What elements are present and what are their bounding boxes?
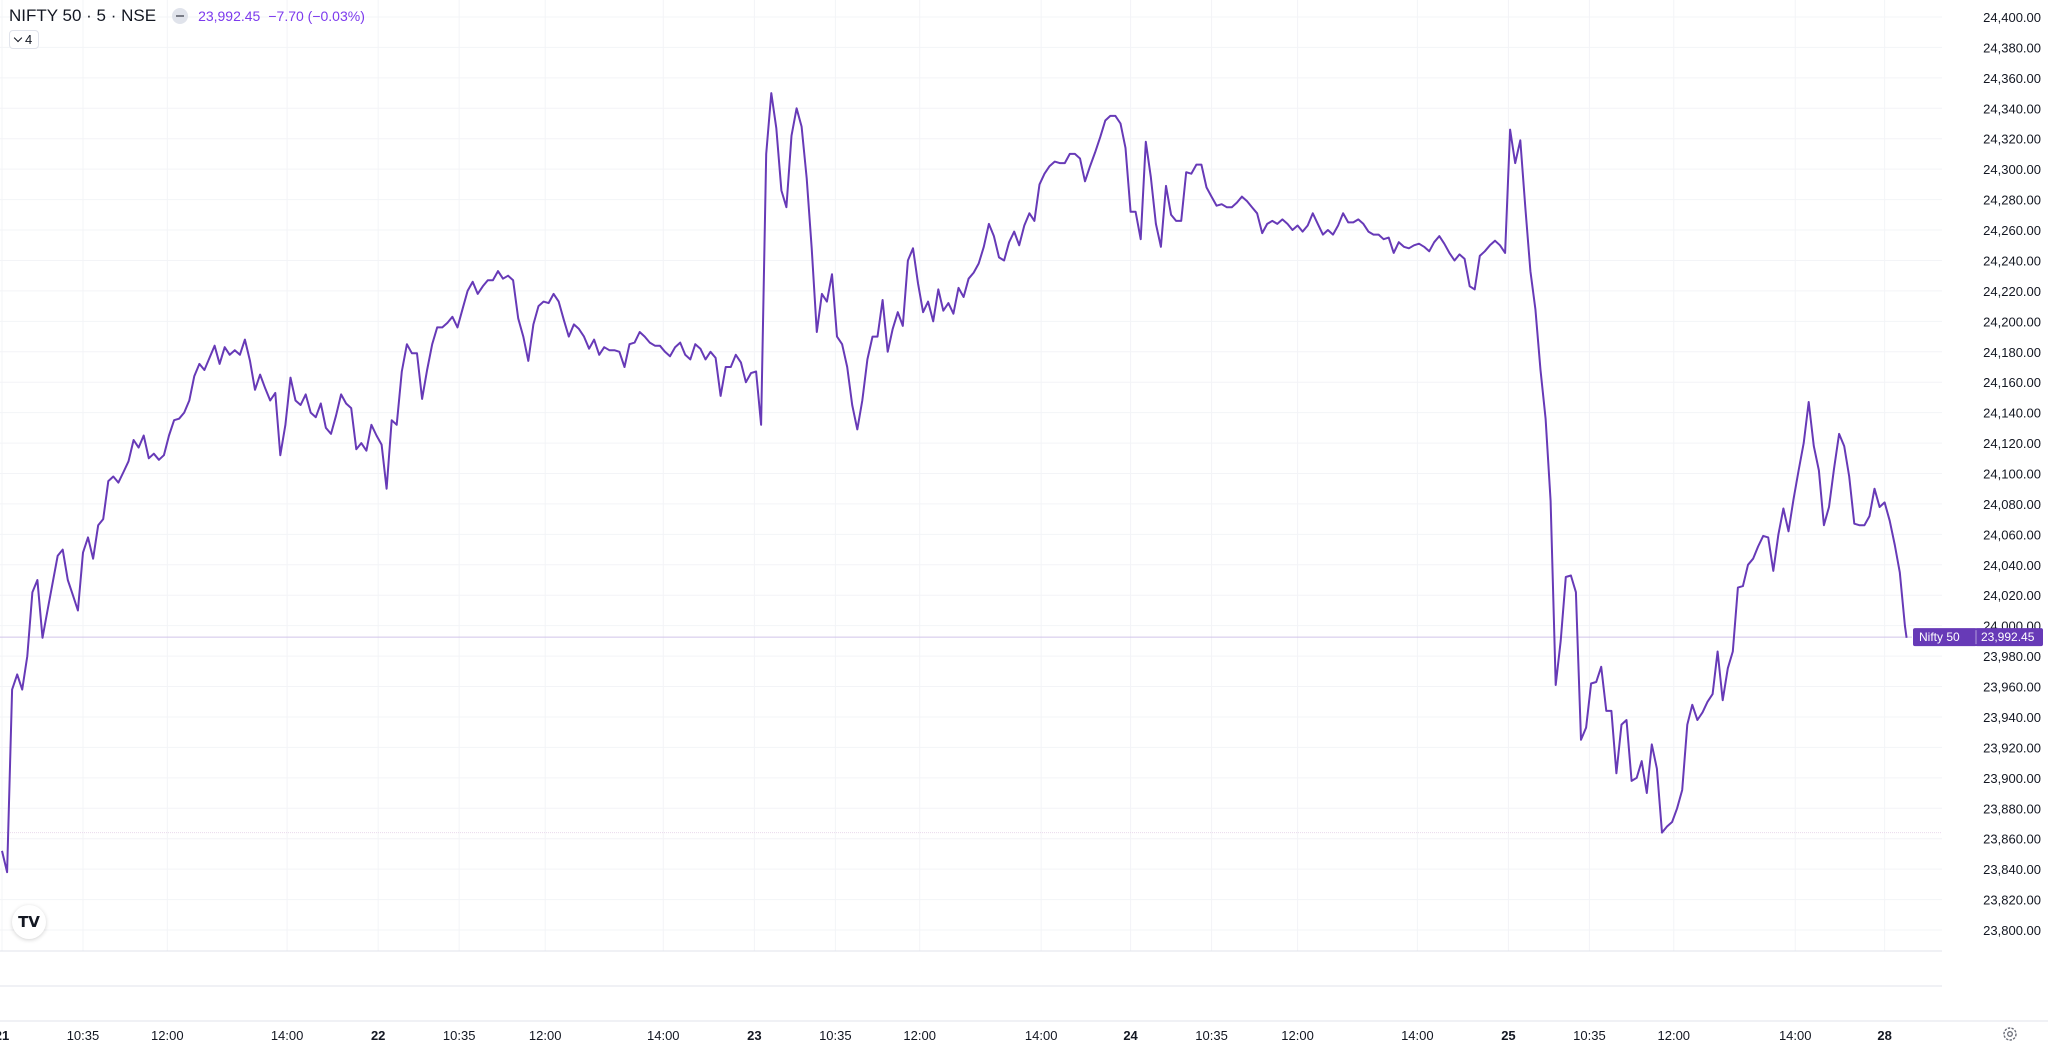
x-tick-label: 25: [1501, 1028, 1515, 1043]
reference-lines: [0, 636, 1942, 834]
y-tick-label: 24,380.00: [1983, 40, 2041, 55]
x-tick-label: 10:35: [443, 1028, 476, 1043]
price-tag-name: [1913, 628, 1977, 647]
y-tick-label: 23,860.00: [1983, 832, 2041, 847]
price-tag-value: [1975, 628, 2043, 647]
y-tick-label: 23,800.00: [1983, 923, 2041, 938]
symbol-title[interactable]: NIFTY 50 · 5 · NSE: [9, 6, 157, 25]
x-tick-label: 10:35: [67, 1028, 100, 1043]
y-tick-label: 24,100.00: [1983, 467, 2041, 482]
legend-change: −7.70 (−0.03%): [268, 8, 365, 24]
y-tick-label: 24,160.00: [1983, 375, 2041, 390]
legend-last-value: 23,992.45: [198, 8, 261, 24]
y-tick-label: 24,340.00: [1983, 101, 2041, 116]
indicator-count: 4: [25, 32, 33, 47]
x-tick-label: 12:00: [903, 1028, 936, 1043]
y-tick-label: 24,200.00: [1983, 314, 2041, 329]
grid: [0, 0, 1942, 951]
price-tag-value-text: 23,992.45: [1981, 630, 2035, 644]
y-tick-label: 24,140.00: [1983, 406, 2041, 421]
y-tick-label: 24,400.00: [1983, 10, 2041, 25]
x-axis: 21 10:35 12:00 14:00 22 10:35 12:00 14:00 23 10:3…: [0, 1028, 1892, 1043]
y-axis: 23,800.00 23,820.00 23,840.00 23,860.00 23,8…: [1983, 10, 2041, 938]
x-tick-label: 12:00: [529, 1028, 562, 1043]
series-line-nifty-50: [1, 92, 1908, 874]
y-tick-label: 24,320.00: [1983, 132, 2041, 147]
x-tick-label: 14:00: [271, 1028, 304, 1043]
y-tick-label: 24,280.00: [1983, 193, 2041, 208]
x-tick-label: 14:00: [647, 1028, 680, 1043]
x-tick-label: 12:00: [1658, 1028, 1691, 1043]
x-tick-label: 22: [371, 1028, 385, 1043]
y-tick-label: 23,820.00: [1983, 893, 2041, 908]
y-tick-label: 23,900.00: [1983, 771, 2041, 786]
y-tick-label: 24,240.00: [1983, 253, 2041, 268]
y-tick-label: 23,920.00: [1983, 740, 2041, 755]
x-tick-label: 10:35: [1573, 1028, 1606, 1043]
y-tick-label: 24,180.00: [1983, 345, 2041, 360]
x-tick-label: 24: [1123, 1028, 1138, 1043]
y-tick-label: 24,020.00: [1983, 588, 2041, 603]
last-price-label: Nifty 50 23,992.45: [1913, 628, 2043, 647]
y-tick-label: 23,940.00: [1983, 710, 2041, 725]
y-tick-label: 24,060.00: [1983, 527, 2041, 542]
x-tick-label: 28: [1877, 1028, 1891, 1043]
axis-frame: [0, 950, 2048, 1022]
series-layer: [1, 92, 1908, 874]
x-tick-label: 14:00: [1025, 1028, 1058, 1043]
y-tick-label: 24,260.00: [1983, 223, 2041, 238]
y-tick-label: 23,960.00: [1983, 680, 2041, 695]
x-tick-label: 21: [0, 1028, 9, 1043]
x-tick-label: 12:00: [1281, 1028, 1314, 1043]
x-tick-label: 23: [747, 1028, 761, 1043]
y-tick-label: 23,840.00: [1983, 862, 2041, 877]
collapse-indicators-button[interactable]: 4: [9, 30, 40, 49]
y-tick-label: 23,880.00: [1983, 801, 2041, 816]
tradingview-logo-icon[interactable]: TV: [12, 905, 46, 939]
x-tick-label: 14:00: [1401, 1028, 1434, 1043]
gear-icon[interactable]: [2001, 1025, 2019, 1043]
y-tick-label: 24,220.00: [1983, 284, 2041, 299]
y-tick-label: 24,080.00: [1983, 497, 2041, 512]
chart-legend: NIFTY 50 · 5 · NSE 23,992.45 −7.70 (−0.0…: [9, 6, 365, 26]
chevron-down-icon: [13, 33, 23, 43]
x-tick-label: 12:00: [151, 1028, 184, 1043]
y-tick-label: 24,360.00: [1983, 71, 2041, 86]
x-tick-label: 14:00: [1779, 1028, 1812, 1043]
x-tick-label: 10:35: [1195, 1028, 1228, 1043]
x-tick-label: 10:35: [819, 1028, 852, 1043]
hide-series-icon[interactable]: [172, 8, 189, 24]
y-tick-label: 24,300.00: [1983, 162, 2041, 177]
price-tag-name-text: Nifty 50: [1919, 630, 1960, 644]
y-tick-label: 24,120.00: [1983, 436, 2041, 451]
y-tick-label: 24,040.00: [1983, 558, 2041, 573]
y-tick-label: 23,980.00: [1983, 649, 2041, 664]
